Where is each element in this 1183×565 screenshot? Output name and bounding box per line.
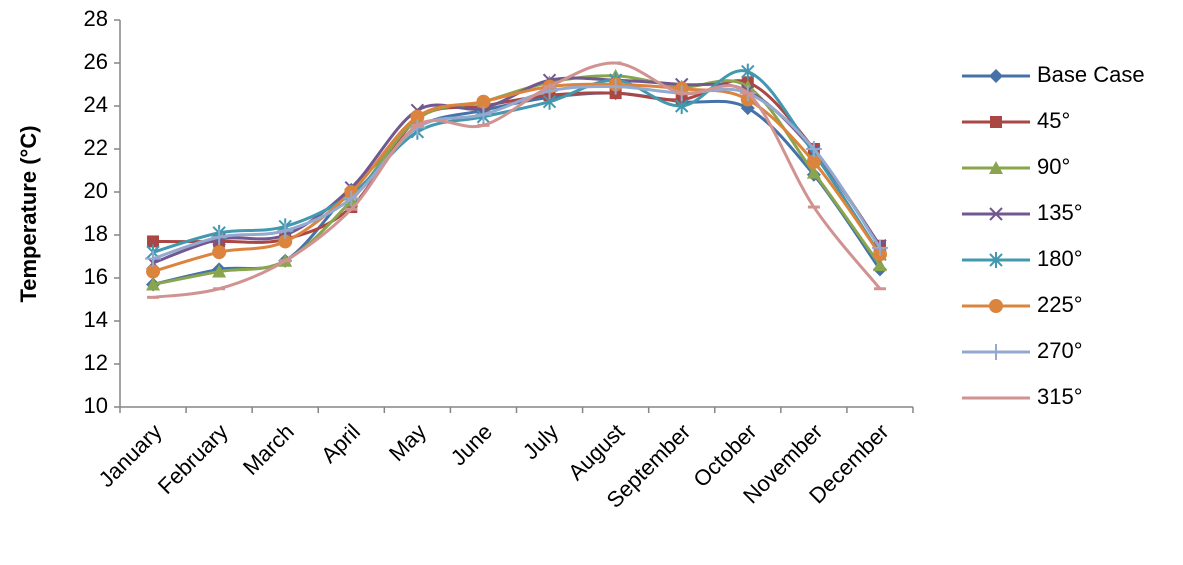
x-tick-label: March [238,419,299,480]
y-axis-label: Temperature (°C) [16,125,41,302]
marker-part [343,190,360,207]
marker [475,106,492,123]
marker-part [146,277,161,291]
marker-part [989,161,1003,174]
y-tick-label: 18 [84,221,108,246]
y-tick-label: 24 [84,92,108,117]
legend-label: 315° [1037,384,1083,409]
marker-part [805,141,822,157]
legend-label: 90° [1037,154,1070,179]
marker-part [989,69,1003,83]
marker-part [806,154,821,169]
marker-part [741,63,755,80]
marker-part [871,239,888,256]
marker-part [989,299,1003,313]
marker-part [872,258,887,272]
marker [741,63,755,80]
y-tick-label: 10 [84,393,108,418]
marker-part [989,207,1003,221]
marker [147,235,160,248]
marker-part [806,165,821,179]
marker [145,250,162,267]
marker [989,252,1003,268]
marker [146,264,161,279]
x-tick-label: June [446,419,497,470]
legend-label: 270° [1037,338,1083,363]
legend-label: 180° [1037,246,1083,271]
marker-part [475,106,492,123]
marker [989,207,1003,221]
y-tick-label: 14 [84,307,108,332]
legend-label: 45° [1037,108,1070,133]
marker [988,344,1004,360]
y-tick-label: 26 [84,49,108,74]
marker [871,239,888,256]
marker [212,245,227,260]
marker-part [212,264,227,278]
marker-part [212,245,227,260]
marker [989,69,1003,83]
marker-part [476,94,491,109]
x-tick-label: February [153,419,233,499]
y-tick-label: 20 [84,178,108,203]
marker-part [410,109,425,124]
marker-part [211,229,228,246]
marker [989,299,1003,313]
marker [989,161,1003,174]
x-tick-label: May [384,419,431,466]
marker-part [278,234,293,249]
marker-part [988,344,1004,360]
y-tick-label: 22 [84,135,108,160]
legend-label: 225° [1037,292,1083,317]
marker-part [146,264,161,279]
marker-part [989,252,1003,268]
marker [990,116,1002,128]
y-tick-label: 16 [84,264,108,289]
legend-label: Base Case [1037,62,1145,87]
marker [211,229,228,246]
marker [146,277,161,291]
x-tick-label: July [518,419,563,464]
marker-part [607,78,624,95]
marker-part [145,250,162,267]
y-tick-label: 12 [84,350,108,375]
marker [806,154,821,169]
marker [343,190,360,207]
series-line [152,91,882,286]
marker-part [990,116,1002,128]
marker-part [277,222,294,239]
marker [277,222,294,239]
marker [410,109,425,124]
marker-part [147,235,160,248]
marker [278,234,293,249]
x-tick-label: April [316,419,365,468]
marker [806,165,821,179]
y-tick-label: 28 [84,6,108,31]
x-tick-label: August [563,419,629,485]
legend-label: 135° [1037,200,1083,225]
marker [607,78,624,95]
marker [212,264,227,278]
marker [476,94,491,109]
marker [872,258,887,272]
marker [805,141,822,157]
